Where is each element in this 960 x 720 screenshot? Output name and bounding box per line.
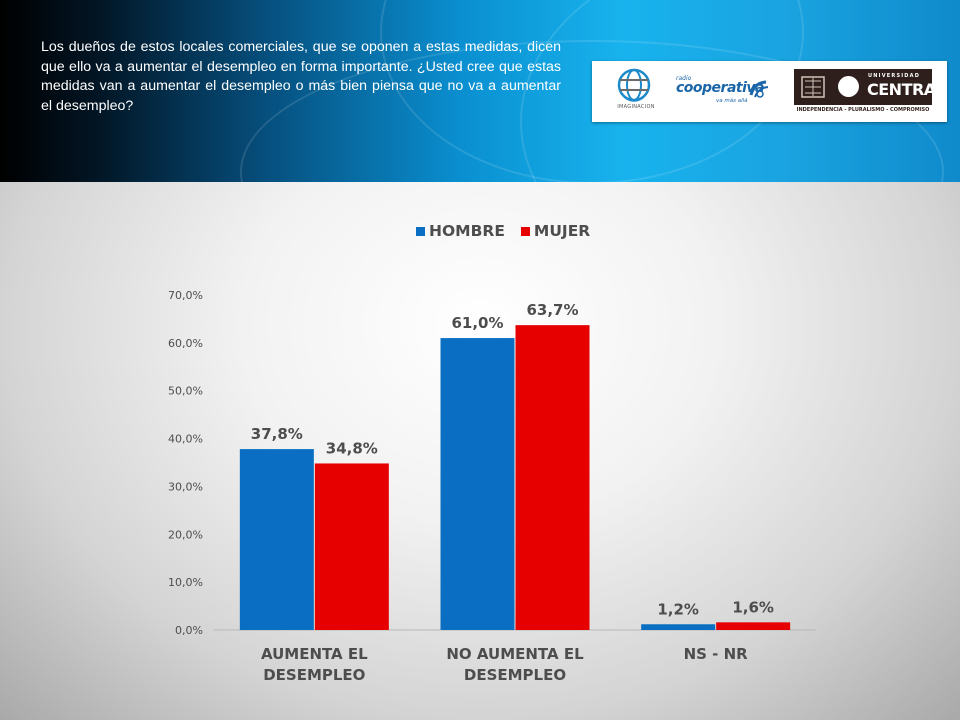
data-label: 61,0% bbox=[451, 314, 503, 332]
legend-item-mujer: MUJER bbox=[520, 222, 591, 240]
universidad-label: UNIVERSIDAD bbox=[868, 73, 921, 79]
legend-item-hombre: HOMBRE bbox=[416, 222, 505, 240]
y-tick-label: 20,0% bbox=[168, 528, 203, 541]
university-circle-icon bbox=[838, 76, 859, 97]
bar-mujer bbox=[716, 622, 791, 630]
legend-swatch-hombre bbox=[416, 226, 425, 236]
bar-hombre bbox=[239, 449, 314, 630]
central-label: CENTRAL bbox=[867, 80, 946, 99]
category-label: NS - NR bbox=[684, 645, 749, 663]
radio-wave-icon bbox=[749, 80, 769, 98]
data-label: 37,8% bbox=[251, 425, 303, 443]
data-label: 34,8% bbox=[326, 439, 378, 457]
cooperativa-logo: radio cooperativa va más allá bbox=[676, 75, 772, 109]
sponsor-logos: IMAGINACION radio cooperativa va más all… bbox=[592, 61, 947, 122]
legend-swatch-mujer bbox=[520, 226, 530, 236]
universidad-central-badge: UNIVERSIDAD CENTRAL bbox=[794, 69, 946, 105]
bar-mujer bbox=[314, 463, 389, 630]
cooperativa-name: cooperativa bbox=[676, 80, 764, 96]
legend-label-mujer: MUJER bbox=[533, 222, 591, 240]
y-tick-label: 10,0% bbox=[168, 576, 203, 589]
universidad-central-logo: UNIVERSIDAD CENTRAL INDEPENDENCIA - PLUR… bbox=[794, 69, 946, 117]
category-label: AUMENTA EL bbox=[261, 645, 368, 663]
y-tick-label: 30,0% bbox=[168, 480, 203, 493]
data-label: 1,2% bbox=[657, 600, 699, 618]
university-motto: INDEPENDENCIA - PLURALISMO - COMPROMISO bbox=[796, 107, 930, 113]
globe-icon bbox=[617, 68, 651, 102]
bar-hombre bbox=[440, 338, 515, 630]
y-tick-label: 60,0% bbox=[168, 337, 203, 350]
y-tick-label: 40,0% bbox=[168, 433, 203, 446]
legend-label-hombre: HOMBRE bbox=[429, 222, 505, 240]
y-tick-label: 0,0% bbox=[175, 624, 203, 637]
imaginacion-logo-text: IMAGINACION bbox=[617, 104, 655, 110]
bar-mujer bbox=[515, 325, 590, 630]
category-label: NO AUMENTA EL bbox=[446, 645, 584, 663]
cooperativa-radio-text: radio bbox=[676, 75, 692, 82]
cooperativa-tagline: va más allá bbox=[716, 98, 748, 104]
bar-hombre bbox=[641, 624, 716, 630]
y-tick-label: 50,0% bbox=[168, 385, 203, 398]
category-label: DESEMPLEO bbox=[464, 666, 566, 684]
category-label: DESEMPLEO bbox=[263, 666, 365, 684]
chart-legend: HOMBRE MUJER bbox=[416, 222, 590, 240]
imaginacion-logo bbox=[612, 67, 656, 117]
university-emblem-icon bbox=[801, 76, 825, 98]
data-label: 1,6% bbox=[732, 598, 774, 616]
survey-question: Los dueños de estos locales comerciales,… bbox=[41, 39, 561, 114]
data-label: 63,7% bbox=[526, 301, 578, 319]
y-tick-label: 70,0% bbox=[168, 289, 203, 302]
